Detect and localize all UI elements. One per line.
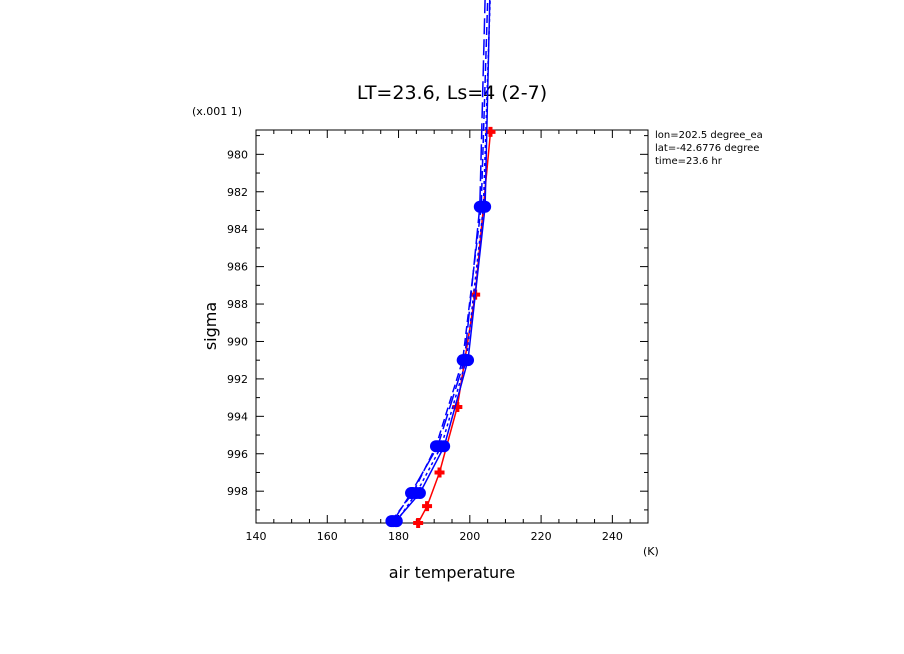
y-scale-note: (x.001 1) [192,105,242,118]
chart-title: LT=23.6, Ls=4 (2-7) [357,82,547,104]
y-tick-label: 986 [227,261,248,274]
series-line-4 [396,0,491,522]
x-tick-label: 160 [317,530,338,543]
x-tick-label: 220 [531,530,552,543]
data-point [477,200,490,213]
y-tick-label: 998 [227,485,248,498]
x-axis-title: air temperature [389,563,515,582]
data-point [435,440,448,453]
x-tick-label: 180 [388,530,409,543]
y-tick-label: 988 [227,298,248,311]
y-tick-label: 990 [227,335,248,348]
x-tick-label: 240 [602,530,623,543]
annotation-lat: lat=-42.6776 degree [655,143,759,154]
plot-frame [255,129,649,524]
x-tick-label: 140 [246,530,267,543]
y-tick-label: 992 [227,373,248,386]
y-tick-label: 994 [227,410,248,423]
x-unit-label: (K) [643,545,659,558]
annotation-lon: lon=202.5 degree_ea [655,130,763,141]
data-point [434,467,445,478]
y-tick-label: 996 [227,448,248,461]
data-point [390,515,403,528]
annotation-time: time=23.6 hr [655,156,723,167]
y-axis-title: sigma [201,302,220,350]
y-tick-label: 982 [227,186,248,199]
y-tick-label: 984 [227,223,248,236]
y-tick-label: 980 [227,148,248,161]
x-tick-label: 200 [459,530,480,543]
data-point [422,501,433,512]
data-point [452,401,463,412]
data-point [410,487,423,500]
data-point [460,354,473,367]
data-point [413,518,424,528]
